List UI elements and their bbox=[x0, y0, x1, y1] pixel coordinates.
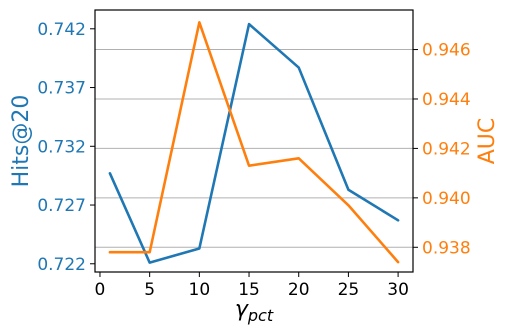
y-left-tick-label-0: 0.722 bbox=[37, 255, 86, 275]
y-axis-label-left: Hits@20 bbox=[9, 95, 34, 188]
series-0-point-5 bbox=[346, 188, 350, 192]
series-line-hits-20 bbox=[108, 22, 400, 264]
y-left-tick-label-3: 0.737 bbox=[37, 79, 86, 99]
x-tick-label-4: 20 bbox=[288, 280, 310, 300]
series-0-point-2 bbox=[197, 247, 201, 251]
x-tick-label-3: 15 bbox=[238, 280, 260, 300]
grid-lines bbox=[95, 49, 413, 248]
y-right-tick-label-3: 0.944 bbox=[422, 90, 471, 110]
series-1-point-5 bbox=[346, 203, 350, 207]
x-tick-label-0: 0 bbox=[95, 280, 106, 300]
plot-frame bbox=[94, 9, 414, 273]
series-1-point-6 bbox=[396, 260, 400, 264]
y-axis-label-right: AUC bbox=[475, 118, 500, 165]
series-0-point-1 bbox=[148, 261, 152, 265]
series-1-point-2 bbox=[197, 20, 201, 24]
series-1-point-3 bbox=[247, 164, 251, 168]
y-right-tick-label-1: 0.940 bbox=[422, 189, 471, 209]
x-axis-label-symbol: γ bbox=[235, 297, 249, 322]
series-1-point-0 bbox=[108, 250, 112, 254]
axis-ticks: 0.938 0.940 0.942 0.944 0.946 0.722 0.727 0.732… bbox=[37, 20, 470, 300]
y-left-tick-label-4: 0.742 bbox=[37, 20, 86, 40]
y-left-tick-label-1: 0.727 bbox=[37, 196, 86, 216]
series-0-point-0 bbox=[108, 171, 112, 175]
y-right-tick-label-2: 0.942 bbox=[422, 139, 471, 159]
y-right-tick-label-0: 0.938 bbox=[422, 238, 471, 258]
series-0-point-3 bbox=[247, 22, 251, 26]
series-0-point-4 bbox=[297, 66, 301, 70]
series-lines bbox=[108, 20, 400, 265]
x-axis-label: γpct bbox=[235, 297, 274, 325]
x-tick-label-1: 5 bbox=[144, 280, 155, 300]
x-axis-label-subscript: pct bbox=[247, 306, 274, 325]
series-0-point-6 bbox=[396, 218, 400, 222]
series-1-point-4 bbox=[297, 156, 301, 160]
x-tick-label-2: 10 bbox=[189, 280, 211, 300]
x-tick-label-6: 30 bbox=[387, 280, 409, 300]
y-left-tick-label-2: 0.732 bbox=[37, 137, 86, 157]
y-right-tick-label-4: 0.946 bbox=[422, 41, 471, 61]
series-line-auc bbox=[108, 21, 400, 264]
x-tick-label-5: 25 bbox=[338, 280, 360, 300]
series-1-point-1 bbox=[148, 250, 152, 254]
